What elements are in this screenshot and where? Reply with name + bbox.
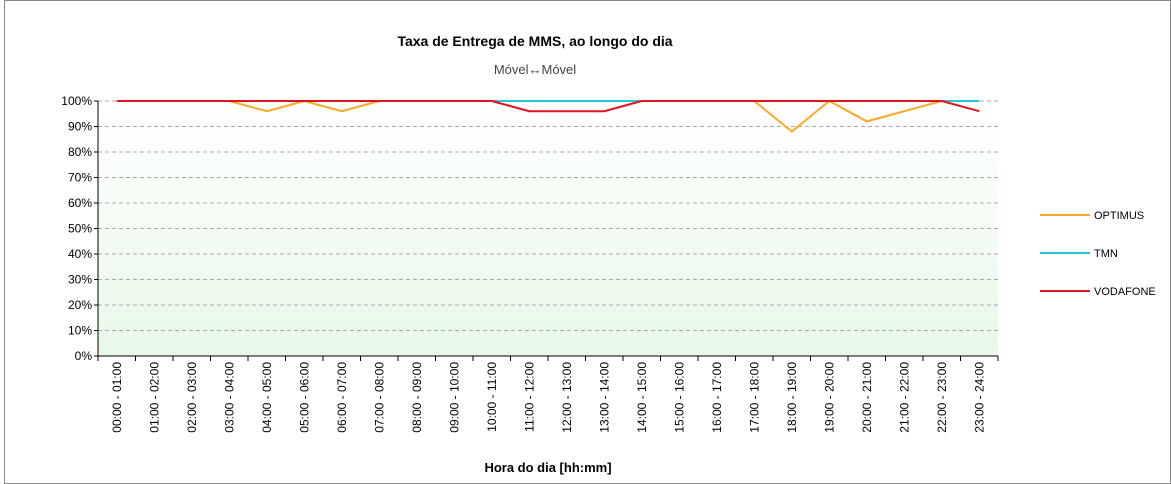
y-tick-label: 90%	[68, 120, 92, 134]
x-tick-label: 02:00 - 03:00	[185, 362, 199, 433]
y-tick-label: 60%	[68, 196, 92, 210]
legend-label: OPTIMUS	[1094, 210, 1144, 222]
y-tick-label: 100%	[61, 94, 92, 108]
x-tick-label: 16:00 - 17:00	[710, 362, 724, 433]
x-axis-label: Hora do dia [hh:mm]	[484, 460, 611, 475]
x-tick-label: 04:00 - 05:00	[260, 362, 274, 433]
x-tick-label: 22:00 - 23:00	[935, 362, 949, 433]
x-tick-label: 05:00 - 06:00	[297, 362, 311, 433]
y-tick-label: 40%	[68, 247, 92, 261]
x-tick-label: 18:00 - 19:00	[785, 362, 799, 433]
x-tick-label: 15:00 - 16:00	[672, 362, 686, 433]
y-tick-label: 50%	[68, 222, 92, 236]
chart-subtitle: Móvel↔Móvel	[494, 62, 576, 77]
chart-title: Taxa de Entrega de MMS, ao longo do dia	[397, 33, 672, 49]
x-tick-label: 13:00 - 14:00	[597, 362, 611, 433]
y-tick-label: 70%	[68, 171, 92, 185]
x-tick-label: 19:00 - 20:00	[822, 362, 836, 433]
x-tick-label: 14:00 - 15:00	[635, 362, 649, 433]
y-tick-label: 0%	[75, 349, 93, 363]
y-tick-label: 80%	[68, 145, 92, 159]
y-tick-label: 20%	[68, 298, 92, 312]
x-tick-label: 12:00 - 13:00	[560, 362, 574, 433]
x-tick-label: 01:00 - 02:00	[147, 362, 161, 433]
series-line	[116, 100, 980, 113]
x-tick-label: 21:00 - 22:00	[897, 362, 911, 433]
x-tick-label: 00:00 - 01:00	[110, 362, 124, 433]
x-tick-label: 17:00 - 18:00	[747, 362, 761, 433]
legend-label: VODAFONE	[1094, 286, 1156, 298]
y-tick-label: 10%	[68, 324, 92, 338]
x-tick-label: 08:00 - 09:00	[410, 362, 424, 433]
x-tick-label: 23:00 - 24:00	[972, 362, 986, 433]
x-tick-label: 10:00 - 11:00	[485, 362, 499, 432]
legend-label: TMN	[1094, 248, 1118, 260]
x-tick-label: 09:00 - 10:00	[447, 362, 461, 433]
x-tick-label: 20:00 - 21:00	[860, 362, 874, 433]
x-tick-label: 03:00 - 04:00	[222, 362, 236, 433]
x-tick-label: 11:00 - 12:00	[522, 362, 536, 432]
y-tick-label: 30%	[68, 273, 92, 287]
x-tick-label: 07:00 - 08:00	[372, 362, 386, 433]
x-tick-label: 06:00 - 07:00	[335, 362, 349, 433]
